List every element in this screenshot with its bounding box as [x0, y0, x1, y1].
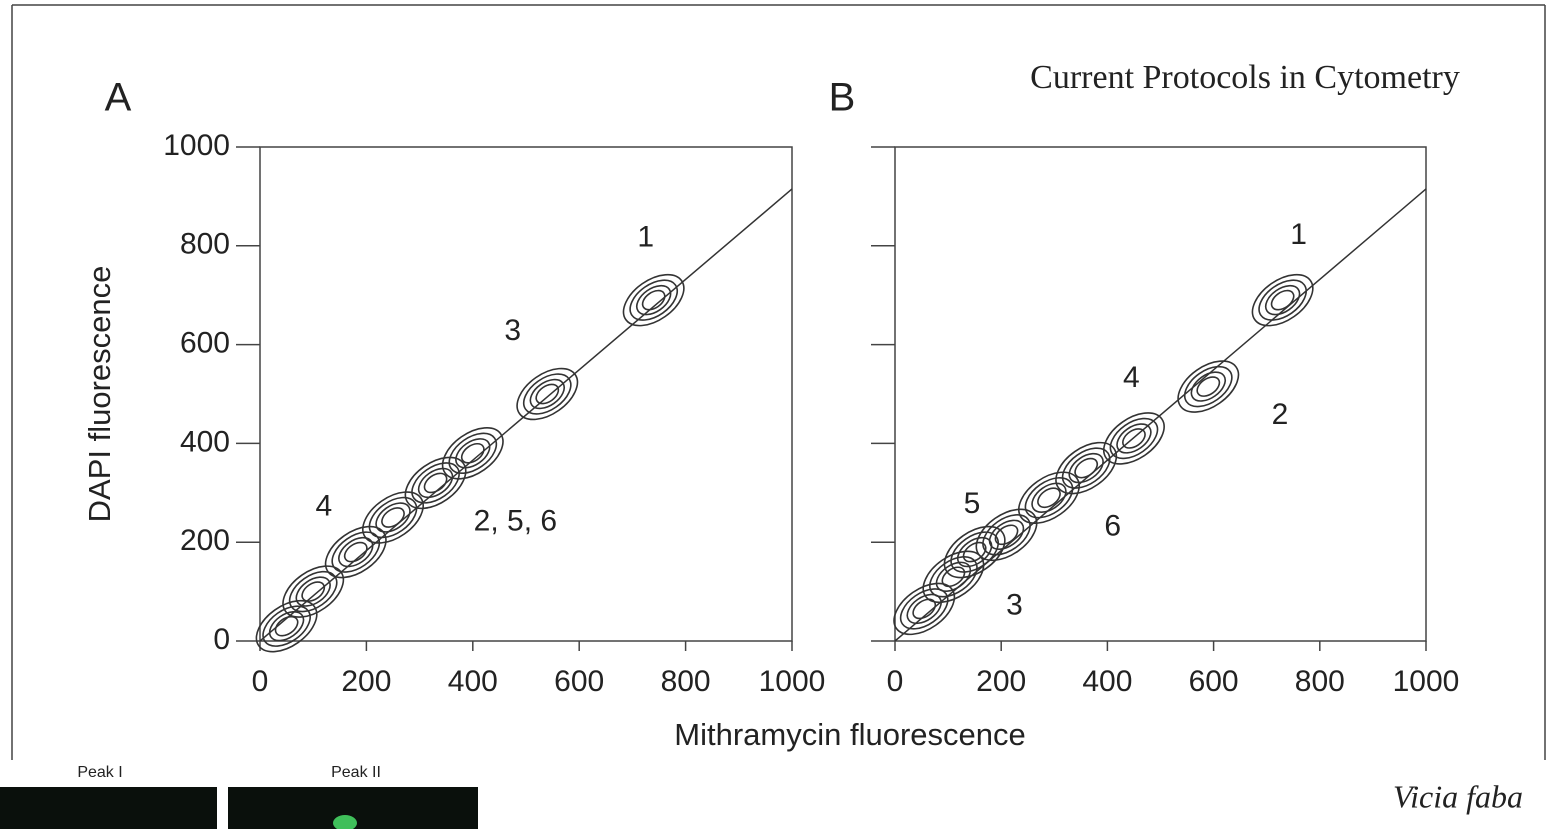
contour — [516, 367, 579, 421]
contour — [274, 615, 299, 637]
annotation: 4 — [1123, 361, 1140, 394]
y-tick-label: 400 — [180, 425, 230, 458]
contour — [417, 467, 454, 499]
panel-label: B — [829, 76, 856, 120]
x-tick-label: 600 — [1189, 665, 1239, 698]
contour — [1068, 452, 1104, 484]
contour — [1024, 477, 1074, 519]
contour — [1103, 412, 1165, 465]
nucleus — [333, 815, 357, 829]
y-axis-label: DAPI fluorescence — [82, 266, 117, 523]
contour — [893, 582, 956, 636]
annotation: 3 — [1006, 588, 1023, 621]
contour — [423, 472, 448, 494]
contour — [629, 279, 678, 321]
x-tick-label: 0 — [887, 665, 904, 698]
contour — [448, 432, 498, 475]
contour — [522, 373, 572, 415]
x-tick-label: 200 — [341, 665, 391, 698]
x-tick-label: 400 — [448, 665, 498, 698]
annotation: 1 — [637, 220, 654, 253]
contour — [962, 541, 987, 563]
plot-frame — [259, 146, 793, 642]
contour — [1190, 371, 1226, 402]
micrograph — [0, 787, 217, 829]
contour — [1116, 423, 1152, 454]
contour — [935, 561, 972, 592]
y-tick-label: 600 — [180, 327, 230, 360]
x-tick-label: 400 — [1082, 665, 1132, 698]
annotation: 3 — [504, 314, 521, 347]
contour — [295, 576, 331, 607]
x-tick-label: 1000 — [1393, 665, 1460, 698]
x-axis-label: Mithramycin fluorescence — [674, 717, 1025, 752]
contour — [1270, 289, 1295, 311]
y-tick-label: 1000 — [163, 129, 230, 162]
contour — [268, 610, 305, 642]
contour — [404, 456, 467, 510]
header: Current Protocols in Cytometry — [1030, 59, 1460, 96]
plot-frame — [894, 146, 1427, 642]
contour — [1074, 457, 1099, 479]
contour — [899, 588, 949, 630]
contour — [635, 284, 672, 316]
contour — [1183, 365, 1233, 408]
x-tick-label: 800 — [661, 665, 711, 698]
contour — [460, 442, 485, 464]
x-tick-label: 0 — [252, 665, 269, 698]
x-tick-label: 800 — [1295, 665, 1345, 698]
contour — [1061, 447, 1111, 489]
contour — [1258, 279, 1307, 321]
y-tick-label: 800 — [180, 228, 230, 261]
contour — [641, 289, 666, 311]
contour — [411, 462, 460, 504]
contour — [301, 581, 326, 602]
contour — [1109, 417, 1159, 460]
contour — [262, 605, 311, 647]
contour — [929, 556, 978, 598]
contour — [1177, 360, 1240, 413]
contour — [1196, 376, 1221, 397]
x-tick-label: 600 — [554, 665, 604, 698]
contour — [441, 427, 504, 480]
annotation: 2, 5, 6 — [474, 504, 557, 537]
contour — [994, 524, 1019, 546]
contour — [1251, 273, 1314, 327]
contour — [338, 536, 374, 568]
fit-line — [259, 188, 793, 642]
annotation: 1 — [1290, 218, 1307, 251]
annotation: 6 — [1104, 509, 1121, 542]
annotation: 4 — [315, 490, 332, 523]
contour — [455, 438, 491, 469]
contour — [282, 565, 345, 618]
contour — [381, 507, 405, 528]
contour — [1018, 471, 1080, 525]
x-tick-label: 200 — [976, 665, 1026, 698]
y-tick-label: 0 — [213, 623, 230, 656]
contour — [1031, 482, 1067, 513]
annotation: 2 — [1272, 398, 1289, 431]
contour — [343, 541, 368, 563]
annotation: 5 — [964, 487, 981, 520]
panel-label: A — [105, 76, 132, 120]
contour — [622, 273, 685, 327]
y-tick-label: 200 — [180, 524, 230, 557]
contour — [529, 378, 565, 410]
image-label: Peak II — [331, 764, 381, 781]
contour — [1055, 441, 1118, 495]
image-label: Peak I — [77, 764, 122, 781]
contour — [906, 593, 942, 625]
contour — [255, 599, 318, 653]
contour — [1264, 284, 1301, 316]
contour — [535, 383, 560, 405]
x-tick-label: 1000 — [759, 665, 826, 698]
contour — [1122, 428, 1146, 449]
caption: Vicia faba — [1393, 778, 1523, 814]
contour — [912, 598, 937, 620]
contour — [1037, 487, 1061, 509]
